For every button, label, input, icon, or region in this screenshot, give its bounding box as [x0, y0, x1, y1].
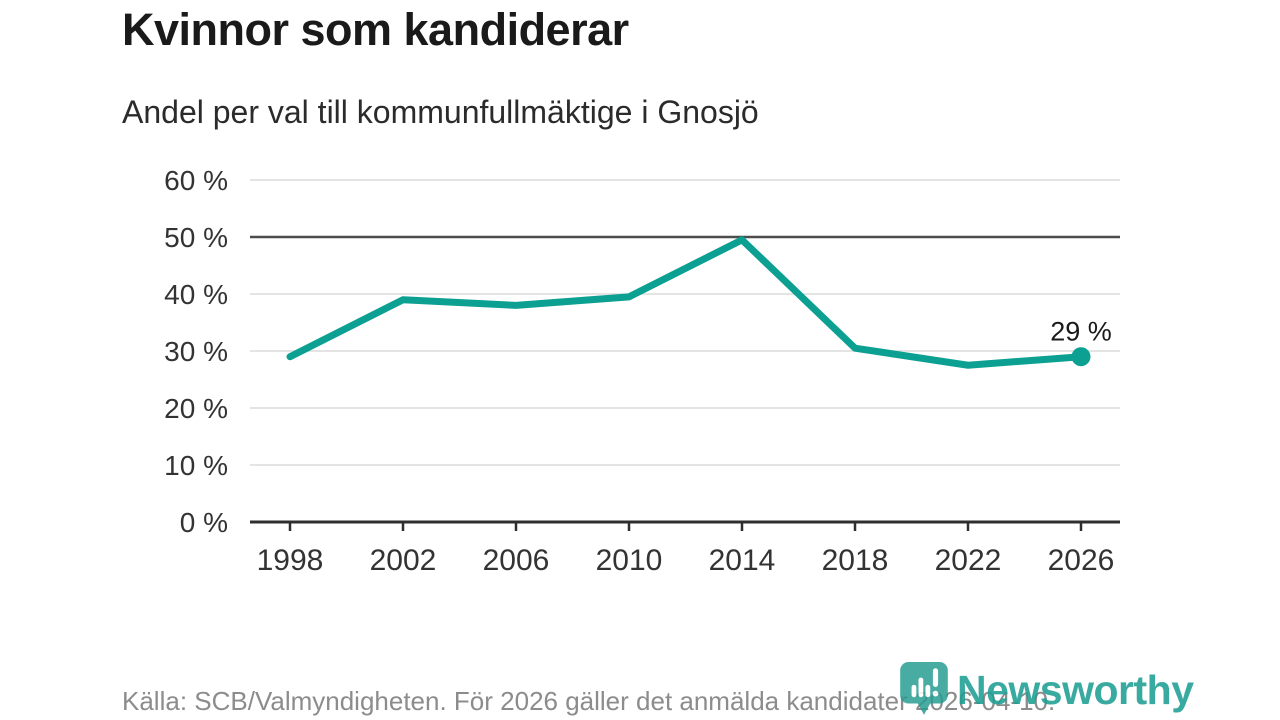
- y-axis-label: 0 %: [180, 507, 228, 538]
- y-axis-label: 50 %: [164, 222, 228, 253]
- newsworthy-logo-text: Newsworthy: [957, 666, 1194, 713]
- last-value-label: 29 %: [1050, 317, 1112, 347]
- data-line: [286, 236, 1085, 369]
- x-axis-label: 2002: [370, 544, 437, 577]
- y-axis-label: 10 %: [164, 450, 228, 481]
- x-axis-label: 2018: [822, 544, 889, 577]
- y-axis-label: 40 %: [164, 279, 228, 310]
- newsworthy-pin-barchart-icon: [900, 662, 948, 715]
- x-axis-label: 2022: [935, 544, 1002, 577]
- x-axis-label: 2010: [596, 544, 663, 577]
- newsworthy-logo: Newsworthy: [897, 661, 1194, 719]
- line-chart: 0 % 10 % 20 % 30 % 40 % 50 % 60 % 1998 2002 2006 2…: [164, 165, 1120, 577]
- chart-subtitle: Andel per val till kommunfullmäktige i G…: [122, 94, 759, 130]
- y-axis-label: 60 %: [164, 165, 228, 196]
- source-note: Källa: SCB/Valmyndigheten. För 2026 gäll…: [122, 686, 1056, 716]
- y-axis-label: 30 %: [164, 336, 228, 367]
- chart-title: Kvinnor som kandiderar: [122, 4, 629, 55]
- x-axis-label: 2014: [709, 544, 776, 577]
- x-axis-label: 2026: [1048, 544, 1115, 577]
- data-point-dot: [1071, 347, 1091, 367]
- y-axis-label: 20 %: [164, 393, 228, 424]
- x-axis-label: 1998: [257, 544, 324, 577]
- x-axis-label: 2006: [483, 544, 550, 577]
